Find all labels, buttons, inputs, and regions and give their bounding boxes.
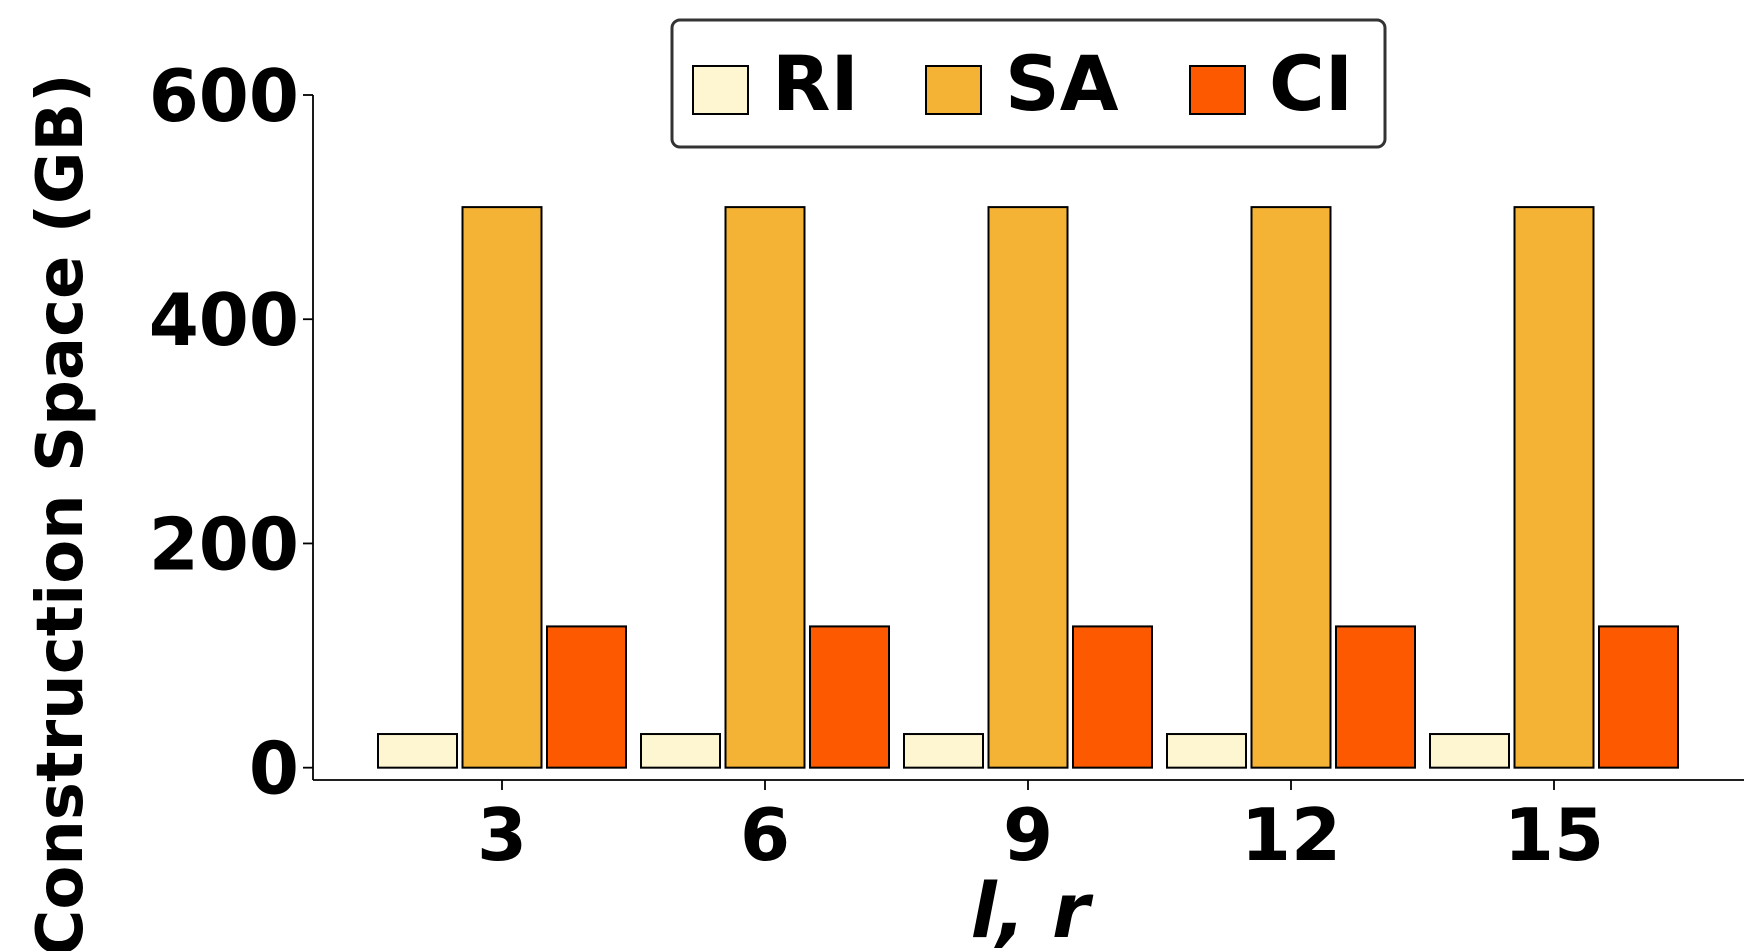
- y-tick-label-400: 400: [149, 278, 299, 362]
- legend-frame: [670, 18, 1387, 149]
- bar-ci-9: [1072, 625, 1153, 769]
- bar-sa-3: [461, 206, 543, 769]
- legend-swatch-ri: [692, 65, 749, 115]
- legend-label-ci: CI: [1269, 39, 1353, 128]
- x-tick-label-9: 9: [1003, 793, 1053, 877]
- y-tick-label-200: 200: [149, 502, 299, 586]
- legend-swatch-ci: [1189, 65, 1246, 115]
- legend-label-ri: RI: [772, 39, 859, 128]
- legend: RI SA CI: [670, 18, 1387, 149]
- bar-ci-6: [809, 625, 890, 769]
- y-tick-label-600: 600: [149, 54, 299, 138]
- bars-group: [377, 206, 1679, 769]
- bar-sa-6: [724, 206, 806, 769]
- bar-ri-3: [377, 733, 458, 769]
- y-ticks-group: 0 200 400 600: [149, 54, 313, 811]
- bar-ci-12: [1335, 625, 1416, 769]
- bar-ri-15: [1429, 733, 1510, 769]
- x-tick-label-3: 3: [477, 793, 527, 877]
- bar-sa-15: [1513, 206, 1595, 769]
- legend-swatch-sa: [925, 65, 982, 115]
- bar-ri-6: [640, 733, 721, 769]
- legend-label-sa: SA: [1005, 39, 1119, 128]
- y-tick-label-0: 0: [249, 727, 299, 811]
- x-tick-label-6: 6: [740, 793, 790, 877]
- bar-sa-9: [987, 206, 1069, 769]
- x-axis-label: l, r: [971, 866, 1094, 951]
- bar-ri-12: [1166, 733, 1247, 769]
- x-ticks-group: 3 6 9 12 15: [477, 780, 1604, 877]
- x-tick-label-12: 12: [1241, 793, 1341, 877]
- x-tick-label-15: 15: [1504, 793, 1604, 877]
- bar-sa-12: [1250, 206, 1332, 769]
- bar-ci-3: [546, 625, 627, 769]
- bar-ri-9: [903, 733, 984, 769]
- bar-ci-15: [1598, 625, 1679, 769]
- y-axis-label: Construction Space (GB): [24, 73, 98, 951]
